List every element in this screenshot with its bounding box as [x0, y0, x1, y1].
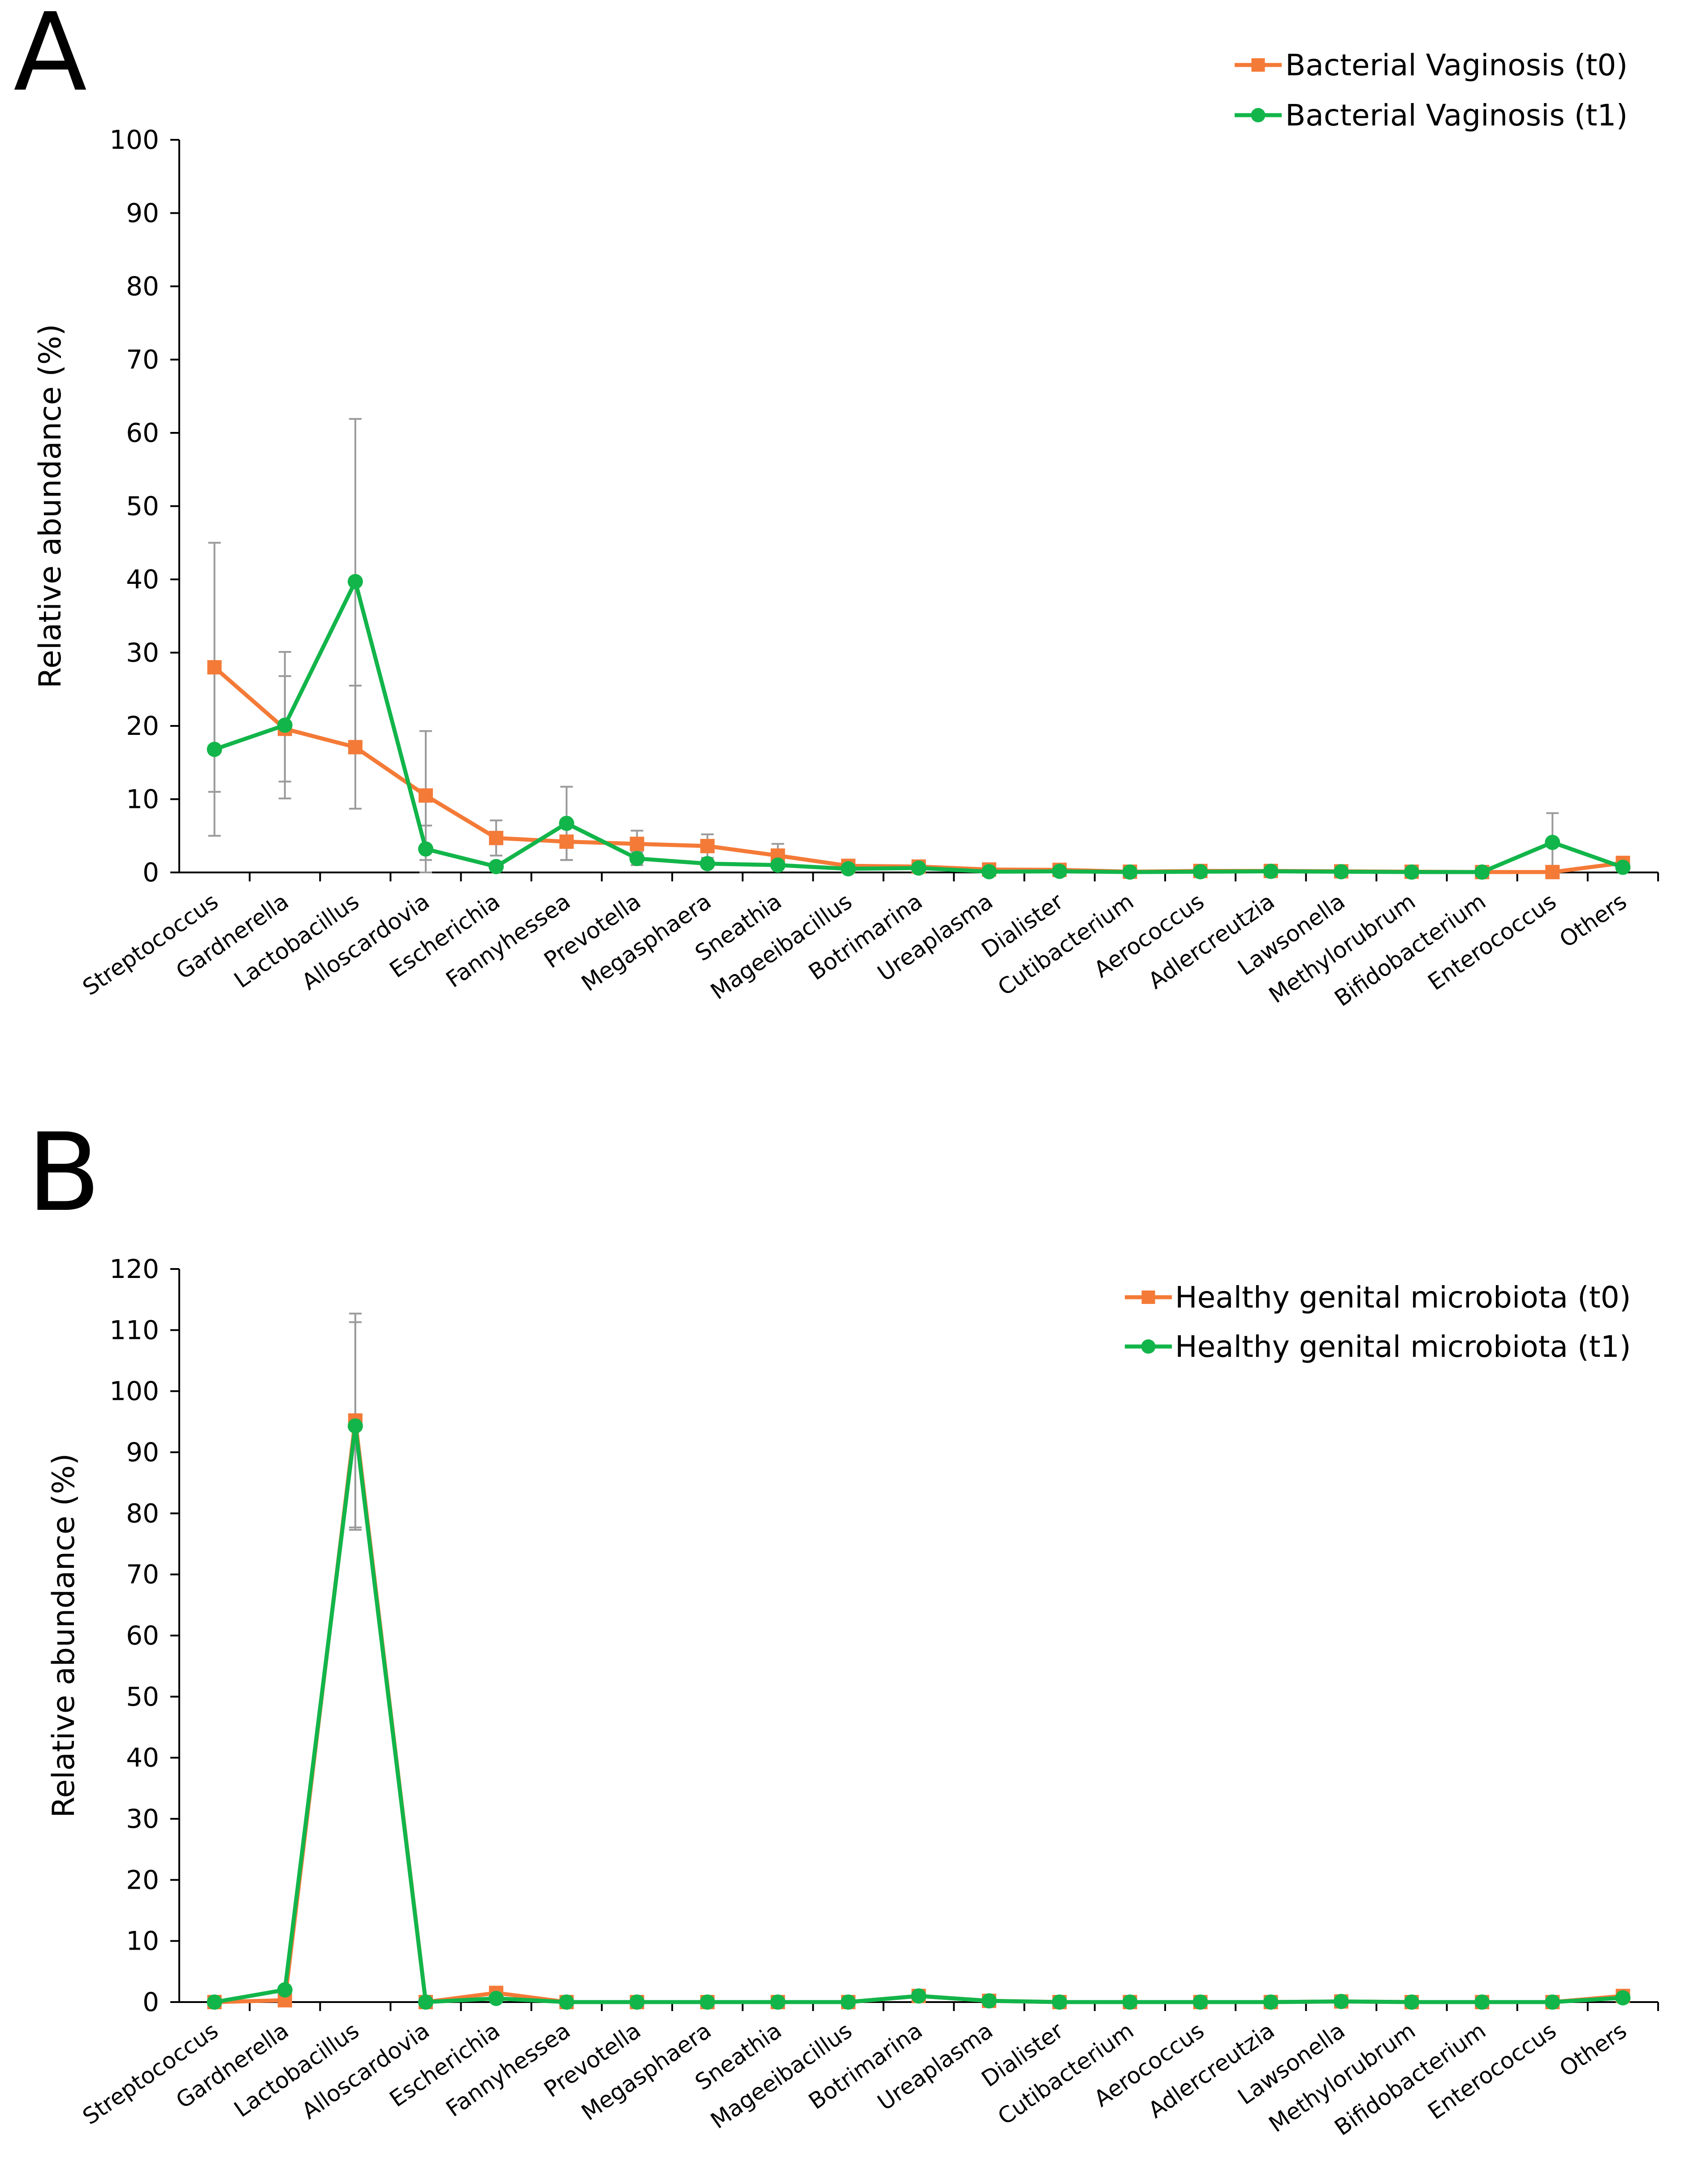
y-tick-label: 10 [126, 784, 159, 815]
data-point-t0 [207, 660, 222, 675]
y-tick-label: 90 [126, 1437, 159, 1468]
data-point-t1 [911, 1988, 926, 2004]
data-point-t1 [840, 861, 856, 876]
data-point-t1 [559, 1994, 575, 2010]
data-point-t1 [629, 1994, 645, 2010]
legend-marker-t1 [1251, 108, 1266, 122]
data-point-t1 [347, 574, 363, 589]
y-axis-title: Relative abundance (%) [46, 1453, 82, 1817]
y-tick-label: 60 [126, 1620, 159, 1651]
y-tick-label: 60 [126, 418, 159, 448]
data-point-t0 [348, 740, 363, 755]
data-point-t1 [1333, 864, 1349, 880]
y-tick-label: 70 [126, 345, 159, 375]
legend-marker-t1 [1141, 1339, 1156, 1354]
data-point-t1 [207, 1994, 222, 2010]
y-tick-label: 110 [109, 1315, 159, 1345]
data-point-t1 [1474, 864, 1490, 880]
data-point-t1 [559, 816, 575, 831]
data-point-t0 [700, 839, 715, 854]
y-tick-label: 0 [143, 857, 159, 888]
y-tick-label: 80 [126, 1498, 159, 1528]
data-point-t0 [1545, 865, 1560, 880]
data-point-t1 [700, 1994, 715, 2010]
y-axis-title: Relative abundance (%) [33, 324, 68, 688]
panel-a: A 0102030405060708090100StreptococcusGar… [13, 0, 1659, 1012]
y-tick-label: 100 [109, 125, 159, 155]
data-point-t1 [1122, 864, 1138, 880]
y-tick-label: 20 [126, 711, 159, 741]
legend-label-t1: Bacterial Vaginosis (t1) [1285, 98, 1628, 133]
data-point-t1 [1192, 1994, 1208, 2010]
y-tick-label: 10 [126, 1926, 159, 1956]
data-point-t1 [1404, 864, 1419, 880]
y-tick-label: 30 [126, 638, 159, 668]
y-tick-label: 0 [143, 1987, 159, 2017]
data-point-t1 [1192, 864, 1208, 880]
data-point-t1 [1615, 1990, 1631, 2006]
data-point-t1 [1333, 1994, 1349, 2009]
data-point-t1 [1052, 863, 1067, 879]
legend-label-t0: Bacterial Vaginosis (t0) [1285, 48, 1628, 82]
data-point-t1 [1052, 1994, 1067, 2010]
data-point-t1 [207, 742, 222, 757]
y-tick-label: 80 [126, 271, 159, 302]
data-point-t1 [770, 1994, 786, 2010]
data-point-t0 [630, 837, 644, 851]
data-point-t1 [1404, 1994, 1419, 2010]
y-tick-label: 50 [126, 491, 159, 522]
y-tick-label: 70 [126, 1559, 159, 1590]
data-point-t1 [418, 1994, 433, 2010]
data-point-t1 [1122, 1994, 1138, 2010]
data-point-t1 [277, 717, 293, 733]
data-point-t0 [559, 834, 574, 849]
legend-marker-t0 [1251, 58, 1265, 72]
y-tick-label: 20 [126, 1865, 159, 1895]
data-point-t1 [700, 856, 715, 872]
legend-label-t1: Healthy genital microbiota (t1) [1175, 1329, 1631, 1364]
data-point-t1 [418, 841, 433, 857]
data-point-t1 [629, 850, 645, 866]
y-tick-label: 120 [109, 1254, 159, 1284]
y-tick-label: 50 [126, 1681, 159, 1712]
y-tick-label: 90 [126, 198, 159, 229]
series-line-t0 [212, 1418, 1625, 2004]
data-point-t1 [347, 1418, 363, 1434]
data-point-t1 [840, 1994, 856, 2010]
y-tick-label: 30 [126, 1804, 159, 1834]
legend-label-t0: Healthy genital microbiota (t0) [1175, 1280, 1631, 1315]
legend-marker-t0 [1141, 1291, 1155, 1304]
data-point-t1 [488, 1990, 504, 2006]
data-point-t1 [488, 859, 504, 874]
data-point-t1 [1263, 863, 1279, 879]
data-point-t1 [911, 860, 926, 876]
x-tick-label: Others [1555, 2017, 1631, 2082]
data-point-t1 [770, 857, 786, 873]
data-point-t1 [1615, 859, 1631, 875]
panel-a-label: A [13, 0, 87, 115]
data-point-t0 [489, 831, 504, 846]
data-point-t1 [1545, 834, 1560, 850]
data-point-t1 [1263, 1994, 1279, 2010]
data-point-t0 [419, 788, 433, 803]
panel-b: B 0102030405060708090100110120Streptococ… [27, 1110, 1659, 2141]
series-line-t1 [212, 1424, 1625, 2004]
data-point-t1 [1545, 1994, 1560, 2010]
y-tick-label: 40 [126, 564, 159, 595]
x-tick-label: Fannyhessea [441, 888, 575, 993]
data-point-t1 [981, 1993, 997, 2009]
data-point-t1 [277, 1982, 293, 1998]
panel-b-label: B [27, 1110, 101, 1235]
y-tick-label: 100 [109, 1376, 159, 1407]
data-point-t1 [1474, 1994, 1490, 2010]
data-point-t1 [981, 864, 997, 880]
y-tick-label: 40 [126, 1743, 159, 1773]
x-tick-label: Fannyhessea [441, 2017, 575, 2122]
x-tick-label: Others [1555, 888, 1631, 953]
